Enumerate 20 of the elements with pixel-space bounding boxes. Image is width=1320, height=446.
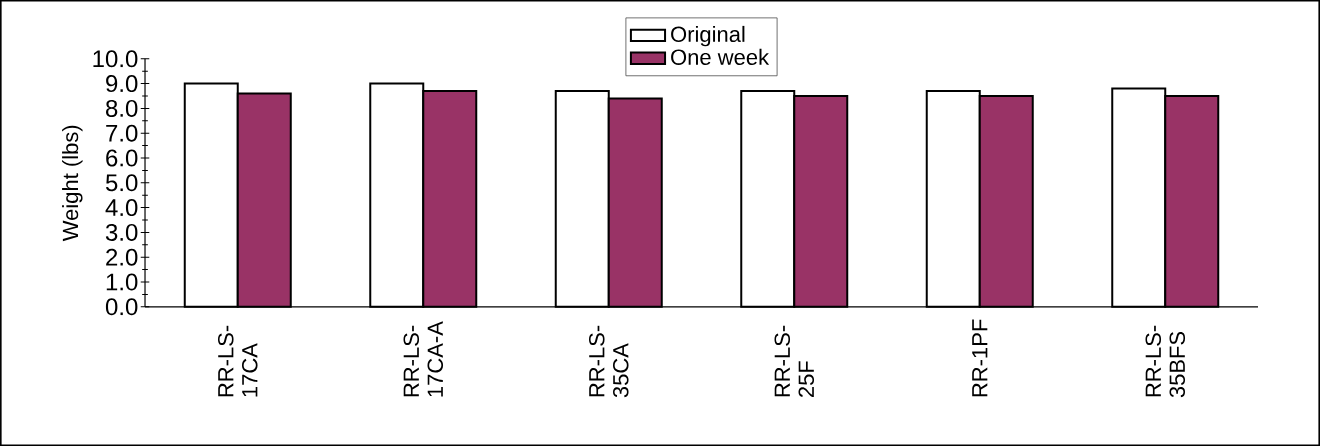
y-tick-label: 6.0 xyxy=(106,149,138,167)
x-tick-label: RR-LS-17CA xyxy=(218,325,258,397)
y-tick-label: 5.0 xyxy=(105,174,138,192)
y-tick-label: 7.0 xyxy=(106,124,138,142)
x-tick-label: RR-LS-17CA-A xyxy=(403,321,444,397)
x-tick-label: RR-LS-35CA xyxy=(588,325,629,398)
y-tick-label: 10.0 xyxy=(93,50,138,68)
y-tick-label: 2.0 xyxy=(106,248,138,266)
legend-label: Original xyxy=(671,25,745,47)
y-axis-title: Weight (lbs) xyxy=(62,125,83,242)
y-tick-label: 3.0 xyxy=(105,223,138,241)
x-tick-label: RR-LS-35BFS xyxy=(1145,325,1186,398)
y-tick-label: 1.0 xyxy=(106,273,138,291)
x-tick-label: RR-1PF xyxy=(972,319,988,397)
x-tick-label: RR-LS-25F xyxy=(774,325,815,398)
y-tick-label: 0.0 xyxy=(105,298,138,316)
y-tick-label: 8.0 xyxy=(106,99,138,117)
y-tick-label: 4.0 xyxy=(105,199,138,217)
y-tick-label: 9.0 xyxy=(106,75,138,93)
legend-label: One week xyxy=(671,48,770,65)
